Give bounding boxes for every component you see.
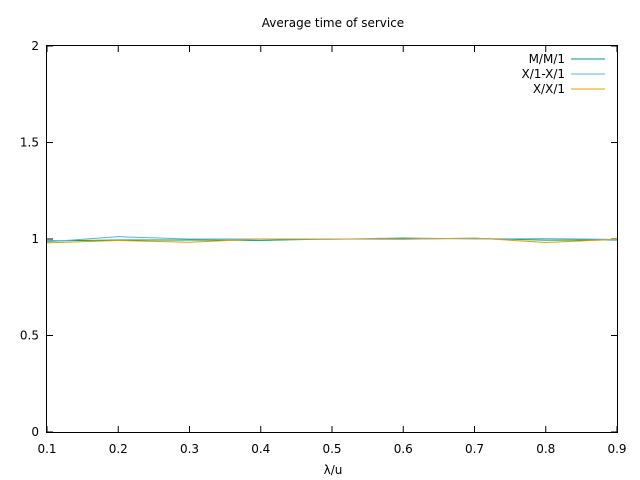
chart-title: Average time of service bbox=[262, 16, 404, 30]
x-axis-label: λ/u bbox=[324, 463, 343, 477]
y-tick-label: 1.5 bbox=[20, 136, 39, 150]
x-tick-label: 0.7 bbox=[465, 442, 484, 456]
series-line-2 bbox=[46, 237, 618, 244]
x-tick-label: 0.4 bbox=[251, 442, 270, 456]
x-tick-label: 0.1 bbox=[37, 442, 56, 456]
series-lines bbox=[46, 236, 618, 244]
legend-label: X/X/1 bbox=[533, 82, 565, 96]
y-tick-label: 2 bbox=[31, 39, 39, 53]
x-tick-label: 0.9 bbox=[607, 442, 626, 456]
x-tick-label: 0.2 bbox=[109, 442, 128, 456]
x-tick-label: 0.3 bbox=[180, 442, 199, 456]
y-tick-label: 0 bbox=[31, 425, 39, 439]
legend-label: M/M/1 bbox=[529, 52, 565, 66]
x-tick-label: 0.6 bbox=[394, 442, 413, 456]
legend: M/M/1X/1-X/1X/X/1 bbox=[521, 52, 605, 96]
x-tick-label: 0.5 bbox=[322, 442, 341, 456]
y-tick-label: 1 bbox=[31, 232, 39, 246]
axis-ticks: 0.1 0.2 0.3 0.4 0.5 0.6 0.7 0.8 0.9 0 0.5 1 1.5 2 bbox=[20, 39, 627, 456]
x-tick-label: 0.8 bbox=[536, 442, 555, 456]
y-tick-label: 0.5 bbox=[20, 329, 39, 343]
plot-border bbox=[46, 45, 618, 433]
legend-label: X/1-X/1 bbox=[521, 67, 565, 81]
